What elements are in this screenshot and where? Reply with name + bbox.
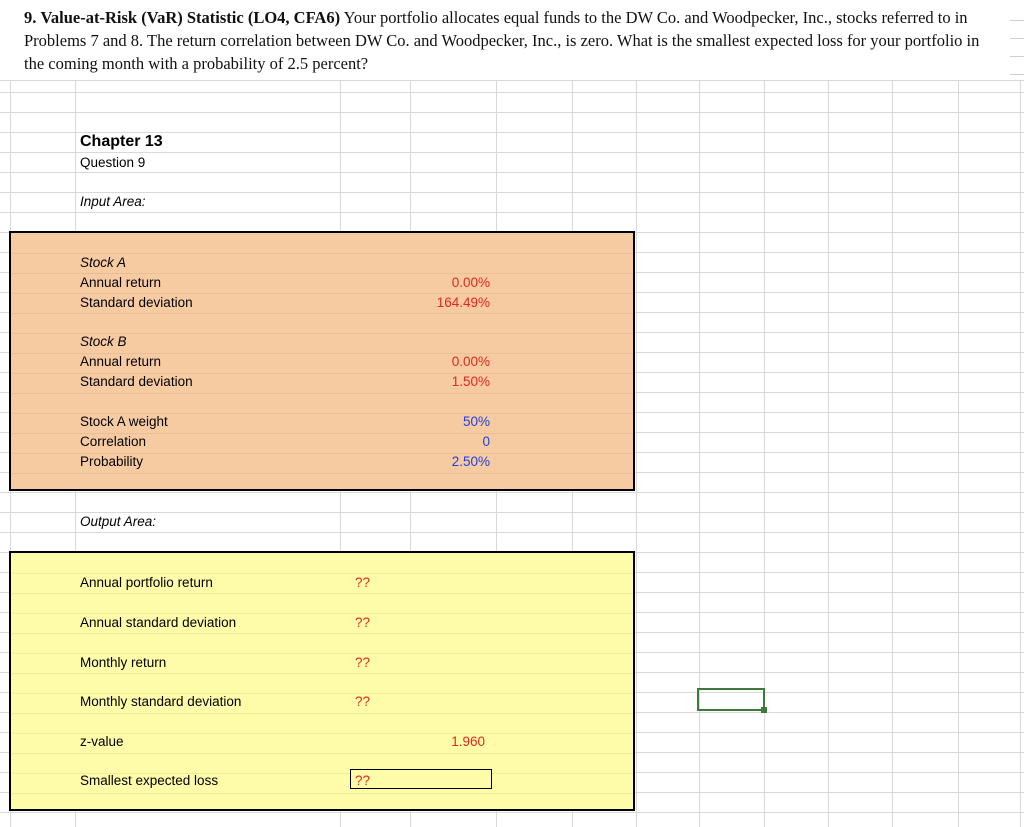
stock-b-stddev-label[interactable]: Standard deviation — [80, 374, 193, 389]
weight-value[interactable]: 50% — [462, 414, 490, 429]
correlation-value[interactable]: 0 — [482, 434, 490, 449]
stock-a-header[interactable]: Stock A — [80, 255, 127, 270]
monthly-return-label[interactable]: Monthly return — [80, 655, 167, 670]
question-text: 9. Value-at-Risk (VaR) Statistic (LO4, C… — [24, 6, 984, 75]
stock-b-header[interactable]: Stock B — [80, 334, 127, 349]
annual-stddev-value[interactable]: ?? — [355, 615, 371, 630]
monthly-stddev-value[interactable]: ?? — [355, 694, 371, 709]
probability-label[interactable]: Probability — [80, 454, 144, 469]
stock-a-return-value[interactable]: 0.00% — [451, 275, 490, 290]
smallest-loss-label[interactable]: Smallest expected loss — [80, 773, 219, 788]
input-area-label[interactable]: Input Area: — [80, 194, 146, 209]
annual-stddev-label[interactable]: Annual standard deviation — [80, 615, 237, 630]
annual-portfolio-return-label[interactable]: Annual portfolio return — [80, 575, 213, 590]
question-title: Value-at-Risk (VaR) Statistic (LO4, CFA6… — [40, 8, 341, 27]
stock-b-return-label[interactable]: Annual return — [80, 354, 162, 369]
question-body: Your portfolio allocates equal funds to … — [24, 8, 980, 73]
smallest-loss-value[interactable]: ?? — [355, 773, 371, 788]
output-area-label[interactable]: Output Area: — [80, 514, 157, 529]
annual-portfolio-return-value[interactable]: ?? — [355, 575, 371, 590]
monthly-stddev-label[interactable]: Monthly standard deviation — [80, 694, 242, 709]
correlation-label[interactable]: Correlation — [80, 434, 147, 449]
stock-a-stddev-value[interactable]: 164.49% — [436, 295, 490, 310]
stock-b-stddev-value[interactable]: 1.50% — [451, 374, 490, 389]
output-area-panel — [9, 551, 635, 811]
z-value[interactable]: 1.960 — [451, 734, 485, 749]
stock-b-return-value[interactable]: 0.00% — [451, 354, 490, 369]
stock-a-return-label[interactable]: Annual return — [80, 275, 162, 290]
scroll-edge-lines — [1010, 0, 1024, 80]
smallest-loss-answer-cell[interactable] — [350, 769, 492, 789]
monthly-return-value[interactable]: ?? — [355, 655, 371, 670]
fill-handle[interactable] — [761, 707, 767, 713]
z-value-label[interactable]: z-value — [80, 734, 124, 749]
selected-cell-indicator[interactable] — [697, 688, 767, 713]
question-label[interactable]: Question 9 — [80, 155, 146, 170]
probability-value[interactable]: 2.50% — [451, 454, 490, 469]
chapter-heading[interactable]: Chapter 13 — [80, 133, 163, 150]
weight-label[interactable]: Stock A weight — [80, 414, 168, 429]
question-number: 9. — [24, 8, 37, 27]
spreadsheet[interactable]: Chapter 13 Question 9 Input Area: Stock … — [0, 80, 1024, 827]
input-area-panel — [9, 231, 635, 491]
stock-a-stddev-label[interactable]: Standard deviation — [80, 295, 193, 310]
